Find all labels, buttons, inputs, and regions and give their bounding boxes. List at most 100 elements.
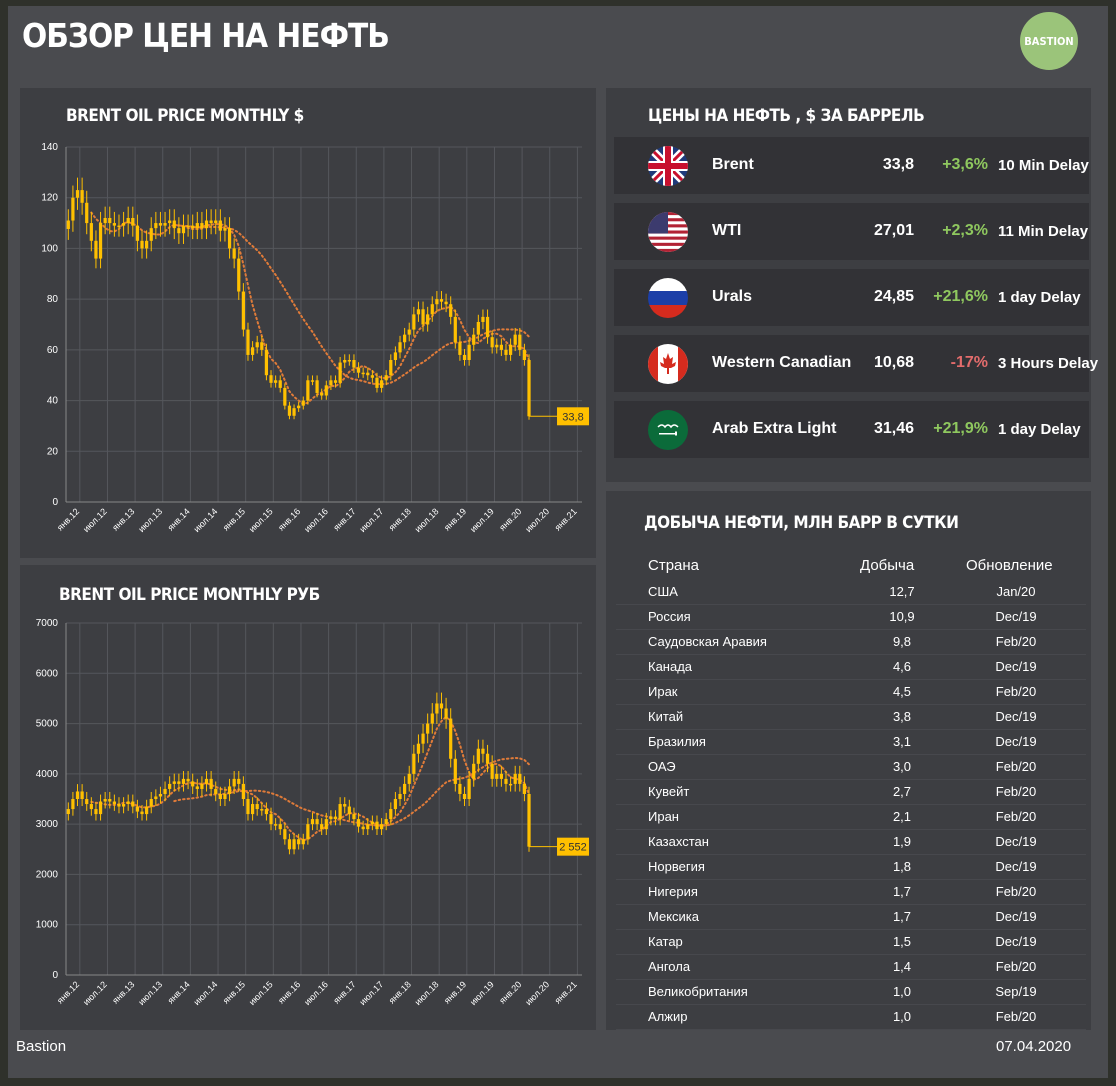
candle-body	[301, 839, 305, 845]
country-cell: Катар	[648, 934, 683, 949]
candle-body	[347, 806, 351, 815]
candle-body	[191, 781, 195, 787]
candle-body	[444, 301, 448, 305]
updated-cell: Feb/20	[995, 884, 1037, 899]
last-value-label: 33,8	[562, 411, 583, 423]
output-cell: 1,9	[892, 834, 912, 849]
candle-body	[154, 796, 158, 799]
x-tick-label: янв.12	[55, 506, 81, 532]
output-cell: 2,7	[892, 784, 912, 799]
candle-body	[453, 316, 457, 343]
candle-body	[356, 819, 361, 827]
output-cell: 10,9	[889, 609, 915, 624]
candle-body	[260, 809, 264, 811]
usd-chart-panel: BRENT OIL PRICE MONTHLY $ 0 20 40 60 80 100 12…	[20, 88, 596, 558]
candle-body	[499, 773, 503, 779]
y-tick-label: 6000	[36, 668, 59, 679]
candle-body	[274, 380, 278, 383]
country-cell: Кувейт	[648, 784, 690, 799]
candle-body	[504, 778, 508, 784]
candle-body	[435, 299, 439, 305]
price-row[interactable]: Brent 33,8 +3,6% 10 Min Delay	[614, 137, 1089, 194]
rub-chart-panel: BRENT OIL PRICE MONTHLY РУБ 0 1000 2000 300…	[20, 565, 596, 1030]
y-tick-label: 0	[52, 970, 58, 981]
canada-flag-icon	[648, 344, 688, 384]
table-row: Ирак 4,5 Feb/20	[616, 679, 1086, 705]
candle-body	[481, 316, 485, 322]
x-tick-label: янв.13	[110, 506, 136, 532]
candle-body	[278, 824, 282, 830]
candle-body	[103, 799, 107, 802]
y-tick-label: 120	[41, 193, 58, 204]
table-row: Китай 3,8 Dec/19	[616, 704, 1086, 730]
candle-body	[264, 809, 269, 815]
candle-body	[366, 824, 370, 830]
country-cell: Саудовская Аравия	[648, 634, 767, 649]
price-name: Arab Extra Light	[712, 420, 837, 437]
candle-body	[490, 337, 494, 348]
candle-body	[430, 713, 434, 724]
candle-body	[485, 753, 490, 764]
candle-body	[458, 342, 462, 355]
table-row: Иран 2,1 Feb/20	[616, 804, 1086, 830]
bastion-logo[interactable]: BASTION	[1020, 12, 1078, 70]
table-row: США 12,7 Jan/20	[616, 579, 1086, 605]
price-change: -17%	[950, 354, 988, 371]
candle-body	[412, 753, 416, 774]
country-cell: Иран	[648, 809, 679, 824]
footer-brand: Bastion	[16, 1038, 67, 1055]
candle-body	[158, 223, 163, 226]
candle-body	[324, 385, 328, 396]
candle-body	[264, 349, 269, 376]
y-tick-label: 7000	[36, 618, 59, 629]
candle-body	[333, 816, 338, 820]
candle-body	[135, 806, 140, 812]
candle-body	[149, 799, 153, 807]
table-row: Канада 4,6 Dec/19	[616, 654, 1086, 680]
page-title: ОБЗОР ЦЕН НА НЕФТЬ	[22, 16, 390, 55]
price-change: +21,9%	[933, 420, 988, 437]
candle-body	[320, 824, 324, 830]
x-tick-label: янв.21	[553, 506, 579, 532]
x-tick-label: июл.19	[468, 506, 496, 534]
country-cell: Великобритания	[648, 984, 748, 999]
x-tick-label: июл.20	[523, 506, 551, 534]
updated-cell: Dec/19	[995, 709, 1037, 724]
candle-body	[379, 824, 384, 830]
russia-flag-icon	[648, 278, 688, 318]
output-cell: 1,4	[892, 959, 912, 974]
candle-body	[204, 778, 209, 784]
price-delay: 1 day Delay	[998, 421, 1081, 438]
candle-body	[352, 360, 356, 368]
candle-body	[320, 392, 324, 396]
price-row[interactable]: Arab Extra Light 31,46 +21,9% 1 day Delay	[614, 401, 1089, 458]
country-cell: Алжир	[648, 1009, 688, 1024]
candle-body	[269, 814, 273, 825]
candle-body	[361, 826, 365, 830]
price-row[interactable]: WTI 27,01 +2,3% 11 Min Delay	[614, 203, 1089, 260]
table-row: Казахстан 1,9 Dec/19	[616, 829, 1086, 855]
column-header-output: Добыча	[860, 557, 915, 574]
country-cell: Ангола	[648, 959, 691, 974]
candle-body	[223, 793, 227, 799]
candle-body	[287, 839, 292, 850]
y-tick-label: 1000	[36, 920, 59, 931]
x-tick-label: июл.20	[523, 979, 551, 1007]
price-name: Brent	[712, 156, 754, 173]
x-tick-label: июл.16	[302, 506, 330, 534]
candle-body	[191, 225, 195, 229]
candle-body	[135, 225, 140, 241]
country-cell: ОАЭ	[648, 759, 676, 774]
price-row[interactable]: Western Canadian 10,68 -17% 3 Hours Delay	[614, 335, 1098, 392]
candle-body	[370, 821, 374, 825]
candle-body	[508, 344, 513, 355]
price-row[interactable]: Urals 24,85 +21,6% 1 day Delay	[614, 269, 1089, 326]
candle-body	[98, 223, 103, 259]
candle-body	[108, 799, 112, 802]
output-cell: 1,7	[892, 909, 912, 924]
output-cell: 9,8	[892, 634, 912, 649]
candle-body	[389, 809, 393, 820]
candle-body	[223, 228, 227, 231]
candle-body	[218, 220, 222, 231]
candle-body	[145, 240, 149, 249]
